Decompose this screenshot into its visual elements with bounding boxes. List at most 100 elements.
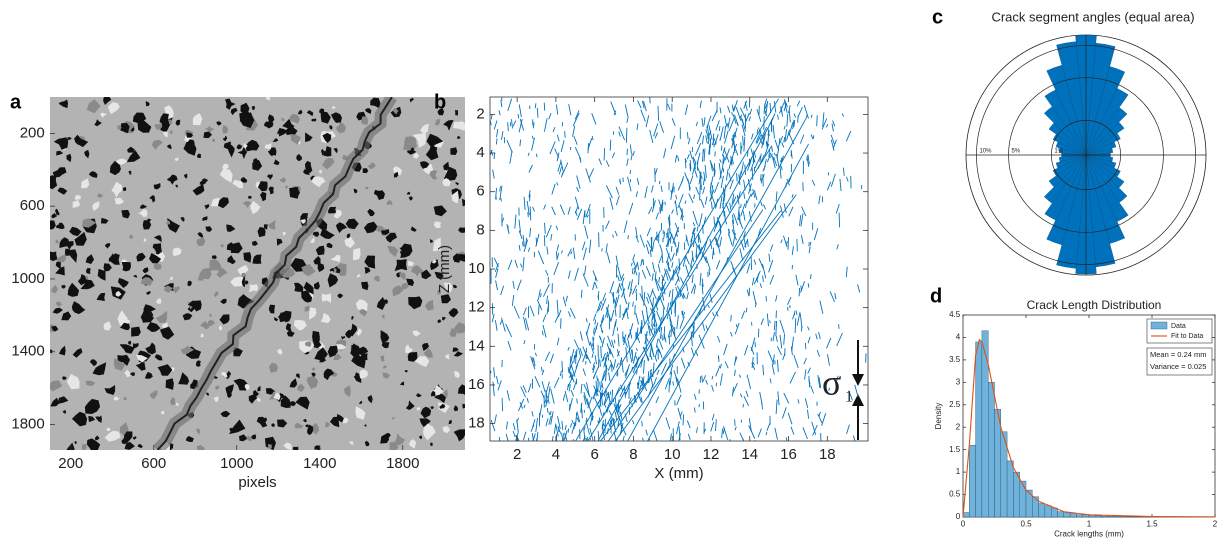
legend-label: Fit to Data [1171,333,1203,340]
crack-segment [570,423,572,428]
angle-bar [1085,107,1128,156]
x-tick-label: 1400 [303,455,336,472]
grain [311,367,316,371]
crack-segment [666,227,669,238]
grain [66,153,72,163]
crack-segment [800,235,804,245]
crack-segment [717,243,721,254]
crack-segment [555,251,558,261]
grain [214,376,218,379]
grain [92,362,107,376]
crack-segment [605,307,612,322]
crack-segment [591,414,593,421]
grain [289,186,300,199]
crack-segment [775,335,778,342]
grain [325,421,330,428]
crack-segment [555,423,559,437]
crack-segment [542,283,550,297]
crack-segment [603,361,606,368]
crack-segment [812,424,818,436]
crack-segment [622,334,627,343]
annotation: Mean = 0.24 mm [1150,350,1206,359]
crack-segment [648,325,655,337]
crack-segment [597,430,600,441]
grain [237,294,255,309]
grain [57,254,67,263]
grain [276,238,283,246]
crack-segment [732,197,734,202]
grain [367,394,373,404]
crack-segment [580,383,583,394]
grain [381,228,390,235]
crack-segment [585,203,591,218]
grain [356,274,361,278]
grain [250,201,261,215]
crack-segment [570,251,573,255]
crack-segment [620,273,625,282]
grain [412,330,421,337]
y-tick-label: 1 [956,467,961,476]
grain [160,410,165,415]
crack-segment [709,191,713,198]
grain [88,416,96,423]
crack-segment [794,318,797,334]
grain [257,385,261,392]
x-tick-label: 1800 [386,455,419,472]
crack-segment [748,116,752,122]
crack-traces [490,97,867,441]
grain [212,138,216,143]
crack-segment [540,390,545,399]
grain [434,392,446,404]
crack-segment [564,131,566,138]
y-tick-label: 16 [468,376,485,393]
grain [50,380,63,392]
crack-segment [591,135,594,141]
crack-segment [572,247,576,260]
crack-segment [660,362,668,375]
grain [240,102,250,116]
crack-segment [726,122,729,127]
crack-segment [592,281,596,291]
crack-segment [775,191,778,202]
crack-segment [691,250,694,263]
grain [411,265,424,277]
crack-segment [615,372,619,376]
grain [55,212,60,216]
x-tick-label: 10 [664,446,681,463]
histogram-bar [1101,515,1109,518]
crack-segment [583,426,586,430]
crack-segment [854,384,859,398]
grain [283,442,292,450]
crack-segment [650,185,654,193]
grain [392,108,399,115]
crack-segment [703,148,706,162]
grain [277,310,292,323]
stress-arrows [852,340,864,440]
crack-segment [846,424,850,435]
crack-segment [520,263,523,268]
crack-segment [608,372,611,382]
grain [243,143,248,148]
crack-segment [676,394,682,406]
y-tick-label: 14 [468,337,485,354]
crack-segment [560,432,564,441]
crack-segment [714,169,716,176]
crack-segment [760,177,763,184]
grain [420,161,430,169]
crack-segment [636,382,639,390]
y-tick-label: 1800 [11,415,44,432]
crack-segment [637,263,640,270]
grain [309,307,317,320]
fault-segment [600,210,782,441]
histogram-bar [1113,515,1121,518]
crack-segment [641,269,647,279]
crack-segment [797,399,800,404]
crack-segment [739,432,744,440]
crack-segment [657,264,661,273]
crack-segment [685,256,690,265]
crack-segment [536,299,543,311]
grain [103,321,112,331]
crack-segment [719,196,723,209]
crack-segment [736,122,739,127]
crack-segment [621,288,626,298]
